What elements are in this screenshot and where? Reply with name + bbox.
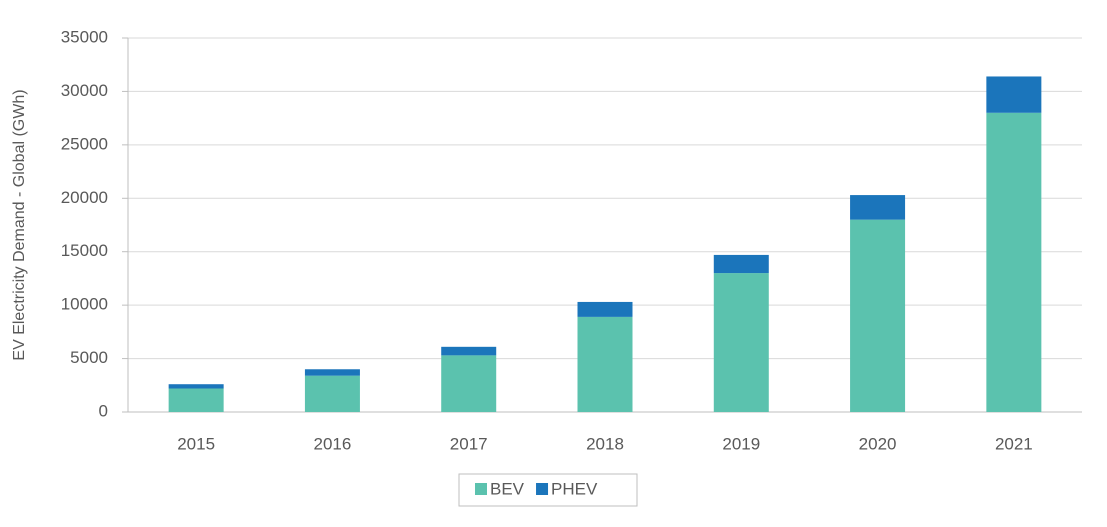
bar-segment xyxy=(168,388,224,412)
bar-segment xyxy=(168,384,224,389)
legend-box xyxy=(458,473,638,507)
bar-segment xyxy=(713,273,769,412)
y-tick-label: 20000 xyxy=(61,188,108,207)
bar-segment xyxy=(304,369,360,376)
bar-segment xyxy=(577,316,633,412)
y-axis-label: EV Electricity Demand - Global (GWh) xyxy=(11,89,28,360)
x-tick-label: 2020 xyxy=(859,434,897,453)
bar-segment xyxy=(304,375,360,412)
x-tick-label: 2019 xyxy=(722,434,760,453)
legend-label: BEV xyxy=(490,479,525,498)
bar-segment xyxy=(850,195,906,220)
y-tick-label: 30000 xyxy=(61,81,108,100)
x-tick-label: 2017 xyxy=(450,434,488,453)
bar-segment xyxy=(577,301,633,317)
x-tick-label: 2016 xyxy=(314,434,352,453)
bar-segment xyxy=(986,112,1042,413)
bar-segment xyxy=(441,355,497,412)
y-tick-label: 10000 xyxy=(61,295,108,314)
bar-segment xyxy=(713,254,769,274)
bar-segment xyxy=(441,346,497,356)
y-tick-label: 5000 xyxy=(70,348,108,367)
legend-swatch xyxy=(475,483,487,495)
x-tick-label: 2015 xyxy=(177,434,215,453)
y-tick-label: 35000 xyxy=(61,27,108,46)
legend-label: PHEV xyxy=(551,479,598,498)
y-tick-label: 25000 xyxy=(61,134,108,153)
bar-segment xyxy=(986,76,1042,113)
bar-segment xyxy=(850,219,906,412)
x-tick-label: 2021 xyxy=(995,434,1033,453)
legend-swatch xyxy=(536,483,549,495)
x-tick-label: 2018 xyxy=(586,434,624,453)
y-tick-label: 0 xyxy=(99,401,108,420)
y-tick-label: 15000 xyxy=(61,241,108,260)
